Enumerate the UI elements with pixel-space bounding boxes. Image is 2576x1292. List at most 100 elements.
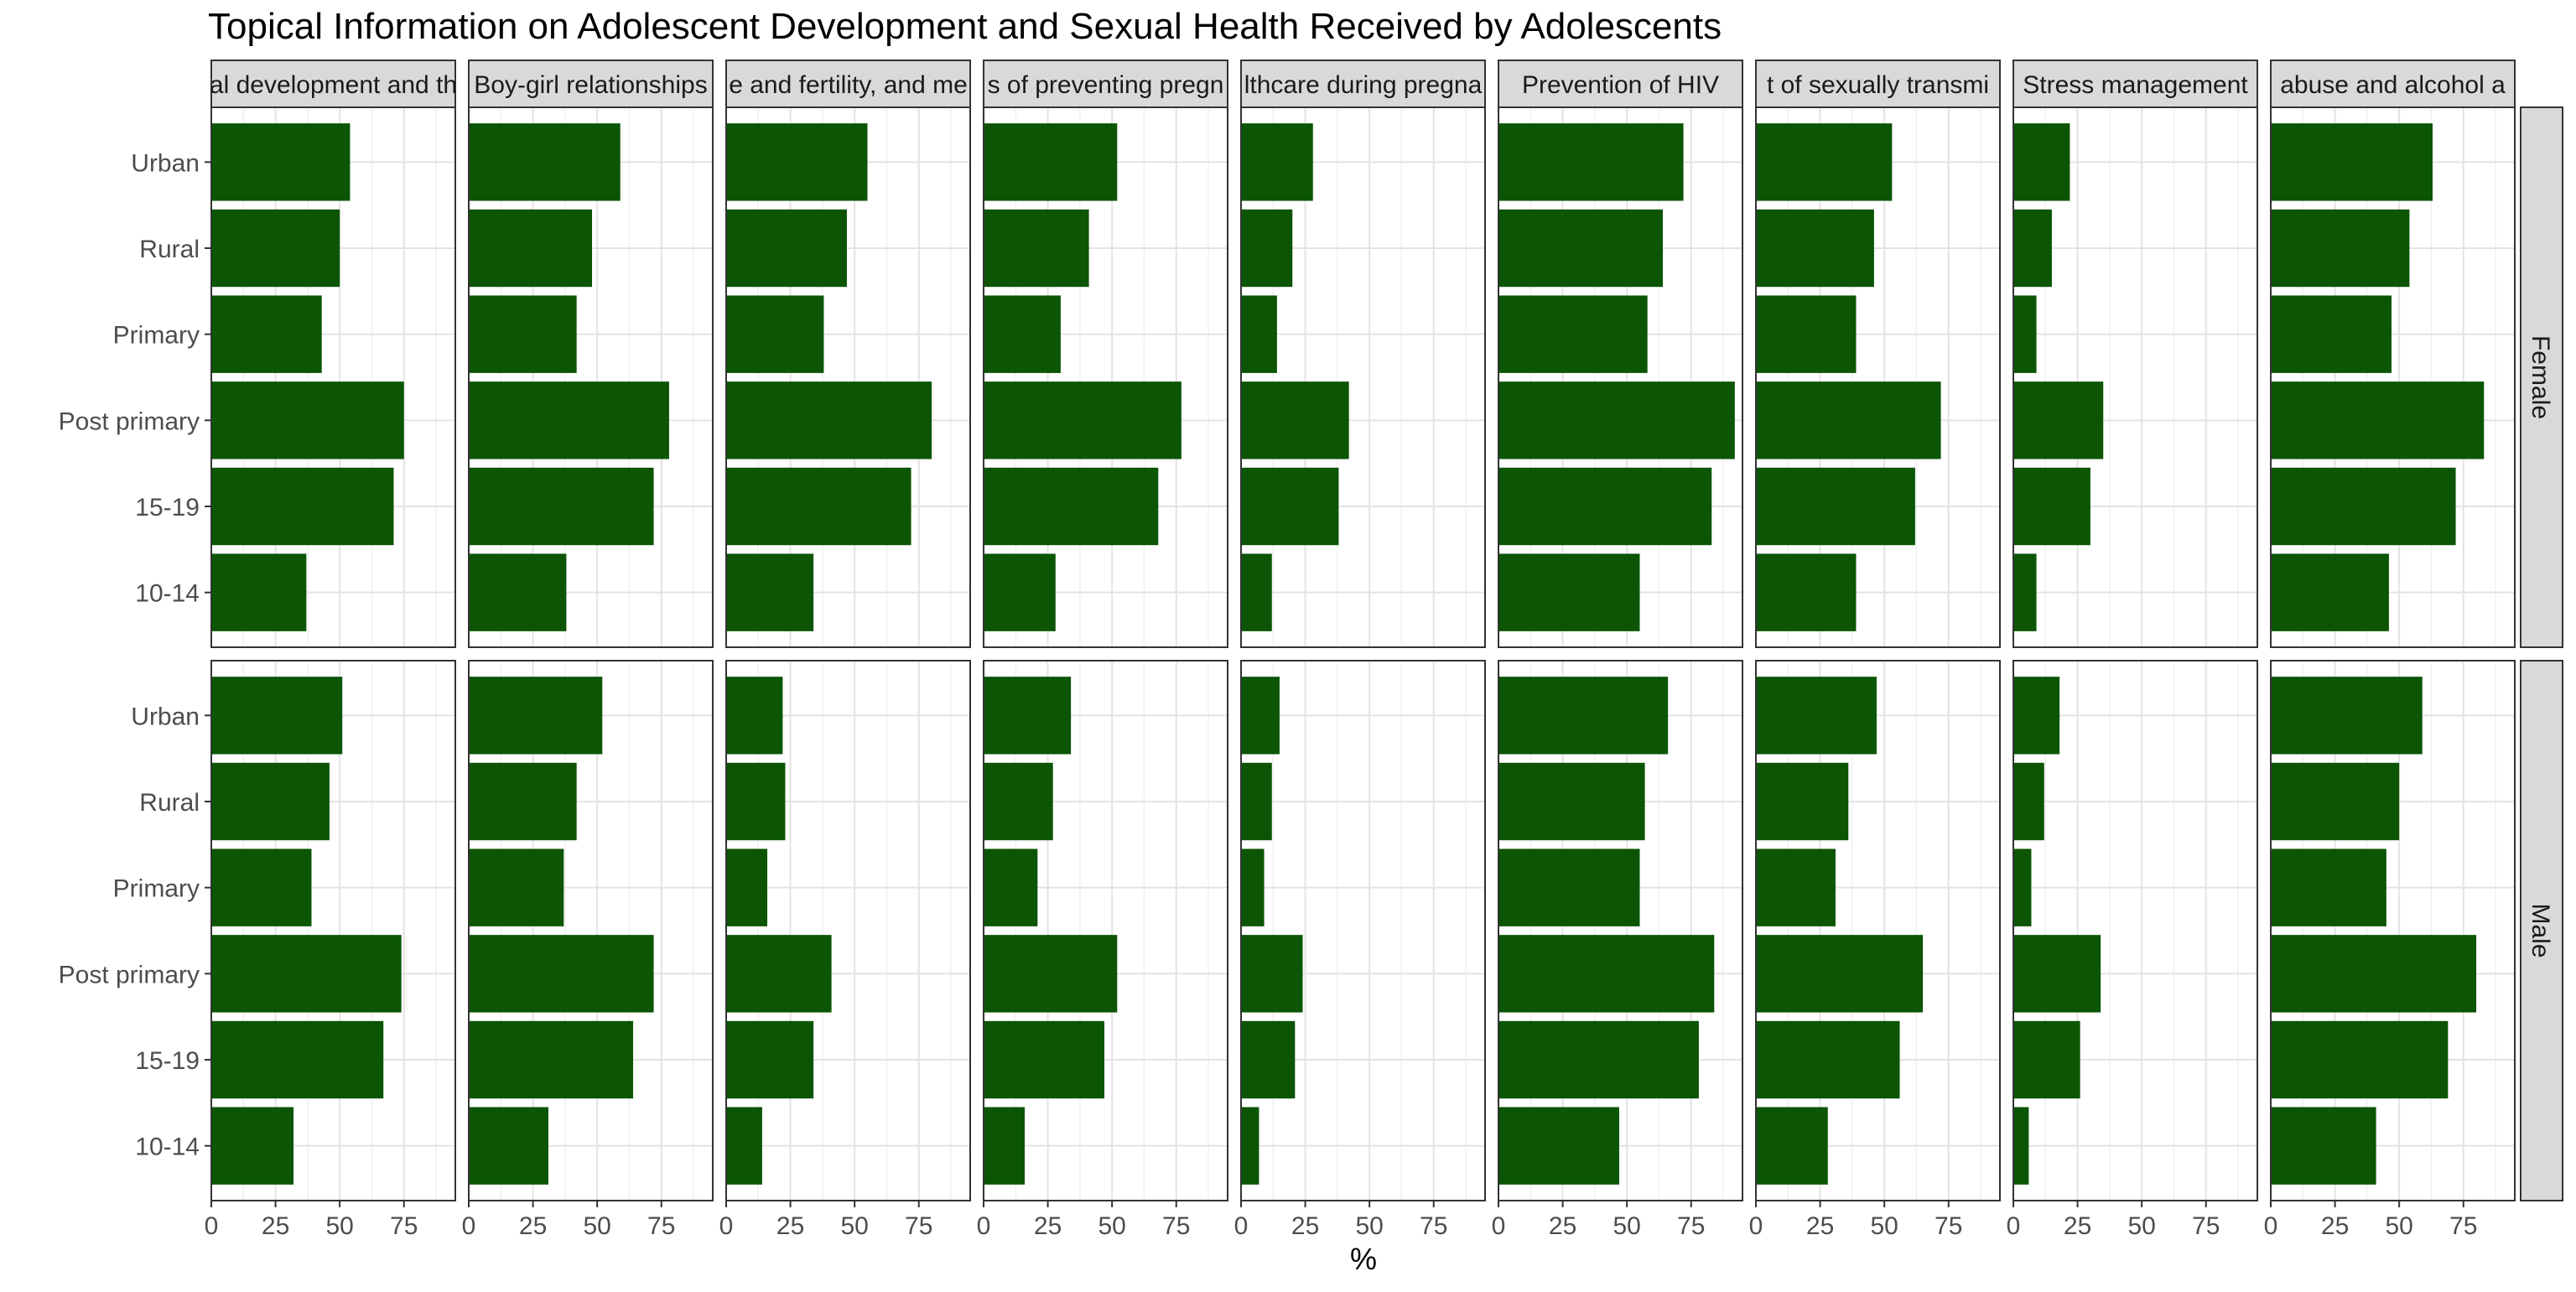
bar	[211, 935, 402, 1013]
facet-panel	[2270, 660, 2516, 1201]
panel-border	[2270, 660, 2516, 1201]
bar	[211, 381, 404, 459]
bar	[1241, 762, 1272, 841]
facet-strip-column	[1755, 60, 2001, 108]
bar	[984, 762, 1053, 841]
bar	[1756, 209, 1874, 288]
bar	[1756, 677, 1877, 755]
bar	[984, 295, 1061, 373]
panel-background	[1241, 661, 1485, 1201]
bar	[1756, 381, 1941, 459]
bar	[2013, 1020, 2080, 1099]
x-tick-label: 50	[1098, 1212, 1125, 1240]
bar	[211, 467, 394, 546]
bar	[984, 1020, 1104, 1099]
x-tick-label: 75	[1420, 1212, 1447, 1240]
bar	[211, 295, 322, 373]
bar	[1756, 123, 1893, 201]
x-tick-label: 75	[1935, 1212, 1962, 1240]
x-tick-label: 25	[2064, 1212, 2091, 1240]
facet-panel	[983, 660, 1228, 1201]
bar	[1241, 381, 1349, 459]
x-tick-label: 75	[1162, 1212, 1190, 1240]
x-tick-label: 50	[840, 1212, 868, 1240]
panel-border	[1755, 106, 2001, 648]
bar	[1756, 935, 1924, 1013]
bar	[211, 677, 343, 755]
bar	[1756, 762, 1849, 841]
bar	[984, 553, 1056, 631]
bar	[726, 935, 832, 1013]
facet-strip-column-label: Boy-girl relationships	[474, 71, 707, 99]
panel-border	[2270, 106, 2516, 648]
bar	[984, 381, 1182, 459]
facet-strip-column-label: lthcare during pregna	[1244, 71, 1483, 99]
panel-border	[1755, 660, 2001, 1201]
bar	[1498, 848, 1640, 926]
bar	[1756, 1107, 1828, 1185]
x-tick-label: 25	[1549, 1212, 1576, 1240]
bar	[726, 1020, 814, 1099]
bar	[1498, 762, 1645, 841]
bar	[984, 935, 1118, 1013]
bar	[726, 848, 768, 926]
x-tick-label: 25	[1034, 1212, 1062, 1240]
facet-panel	[468, 106, 714, 648]
x-tick-label: 25	[1291, 1212, 1319, 1240]
x-tick-label: 75	[390, 1212, 418, 1240]
bar	[469, 209, 593, 288]
bar	[984, 209, 1089, 288]
facet-panel	[1755, 660, 2001, 1201]
x-tick-label: 50	[2385, 1212, 2412, 1240]
facet-strip-row-label: Male	[2527, 903, 2554, 957]
bar	[1756, 467, 1915, 546]
bar	[469, 1107, 548, 1185]
facet-panel	[1240, 106, 1486, 648]
x-tick-label: 25	[262, 1212, 289, 1240]
bar	[469, 677, 603, 755]
bar	[211, 209, 340, 288]
bar	[984, 848, 1038, 926]
bar	[2013, 295, 2037, 373]
panel-border	[210, 106, 456, 648]
bar	[1241, 209, 1293, 288]
bar	[2013, 677, 2060, 755]
panel-border	[468, 660, 714, 1201]
y-tick-label: 10-14	[135, 580, 200, 608]
x-tick-label: 50	[325, 1212, 353, 1240]
bar	[2271, 553, 2389, 631]
bar	[1241, 1020, 1296, 1099]
facet-strip-column-label: Stress management	[2023, 71, 2248, 99]
bar	[211, 762, 330, 841]
bar	[984, 1107, 1026, 1185]
bar	[1241, 677, 1280, 755]
x-tick-label: 0	[462, 1212, 476, 1240]
facet-strip-column	[210, 60, 456, 108]
facet-panel	[210, 660, 456, 1201]
bar	[469, 381, 669, 459]
facet-panel	[725, 660, 971, 1201]
bar	[1756, 295, 1857, 373]
y-tick-label: Post primary	[59, 407, 200, 435]
facet-strip-column	[1498, 60, 1743, 108]
bar	[726, 677, 783, 755]
y-tick-label: 10-14	[135, 1134, 200, 1161]
bar	[1756, 1020, 1900, 1099]
bar	[2013, 848, 2032, 926]
x-tick-label: 0	[2007, 1212, 2021, 1240]
x-tick-label: 0	[1492, 1212, 1506, 1240]
bar	[2271, 935, 2477, 1013]
y-tick-label: Urban	[131, 703, 200, 730]
panel-border	[983, 660, 1228, 1201]
facet-panel	[210, 106, 456, 648]
panel-border	[1498, 106, 1743, 648]
bar	[1498, 1107, 1619, 1185]
facet-panels: al development and th Boy-girl relationsh…	[59, 60, 2563, 1240]
bar	[1241, 123, 1313, 201]
y-tick-label: Rural	[139, 789, 200, 817]
facet-strip-column	[983, 60, 1228, 108]
bar	[469, 935, 654, 1013]
facet-panel	[2012, 106, 2258, 648]
bar	[211, 1020, 384, 1099]
chart-title: Topical Information on Adolescent Develo…	[208, 6, 1722, 47]
